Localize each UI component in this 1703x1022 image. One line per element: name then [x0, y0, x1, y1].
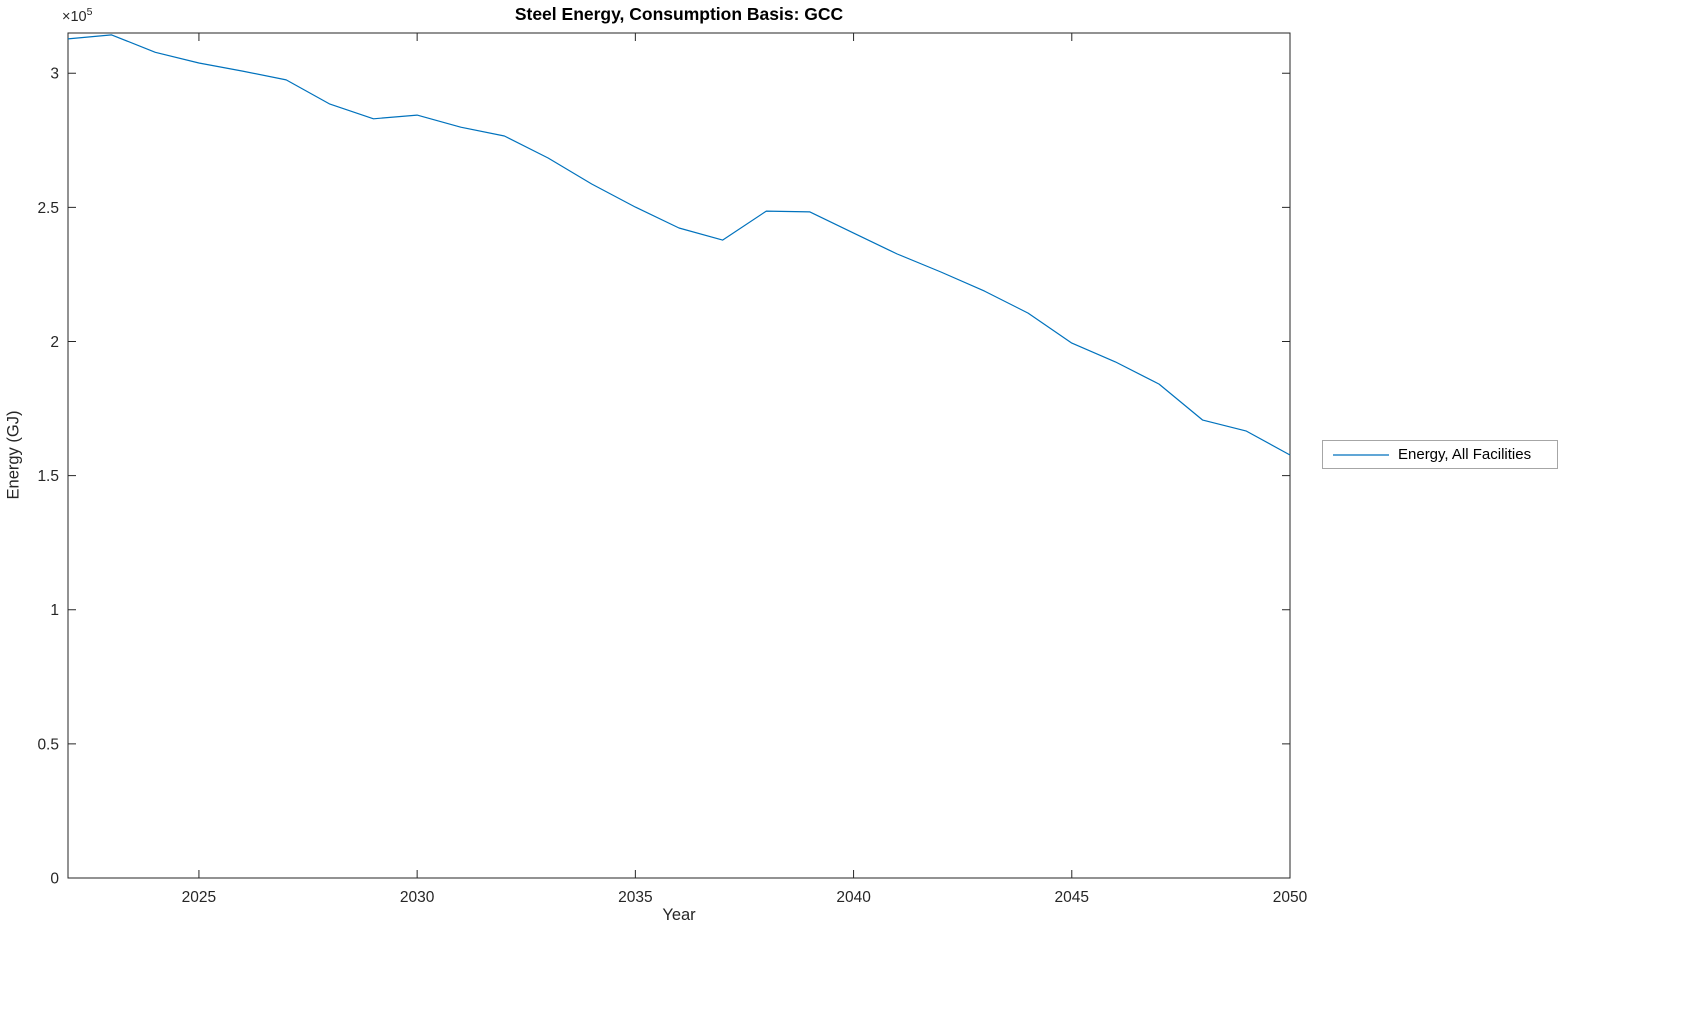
x-axis-label: Year [662, 906, 696, 924]
y-tick-label: 1.5 [37, 468, 59, 485]
energy-line-series [67, 34, 1291, 456]
y-axis-multiplier: ×105 [62, 6, 92, 25]
y-tick-label: 3 [50, 66, 59, 83]
y-tick-label: 1 [50, 602, 59, 619]
legend-line-icon [1333, 453, 1389, 456]
x-tick-label: 2030 [400, 889, 435, 906]
legend: Energy, All Facilities [1322, 440, 1558, 469]
y-tick-label: 0.5 [37, 736, 59, 753]
y-tick-label: 2.5 [37, 200, 59, 217]
x-tick-label: 2050 [1273, 889, 1308, 906]
x-tick-label: 2025 [182, 889, 216, 906]
y-tick-label: 0 [50, 871, 59, 888]
axes-box [67, 32, 1291, 879]
y-tick-label: 2 [50, 334, 59, 351]
y-axis-multiplier-base: ×10 [62, 8, 87, 25]
y-axis-label: Energy (GJ) [4, 410, 23, 500]
x-tick-label: 2045 [1055, 889, 1089, 906]
legend-label: Energy, All Facilities [1398, 446, 1532, 463]
x-tick-label: 2040 [836, 889, 871, 906]
chart-title: Steel Energy, Consumption Basis: GCC [514, 4, 844, 24]
y-axis-multiplier-exponent: 5 [86, 6, 93, 18]
x-tick-label: 2035 [618, 889, 652, 906]
